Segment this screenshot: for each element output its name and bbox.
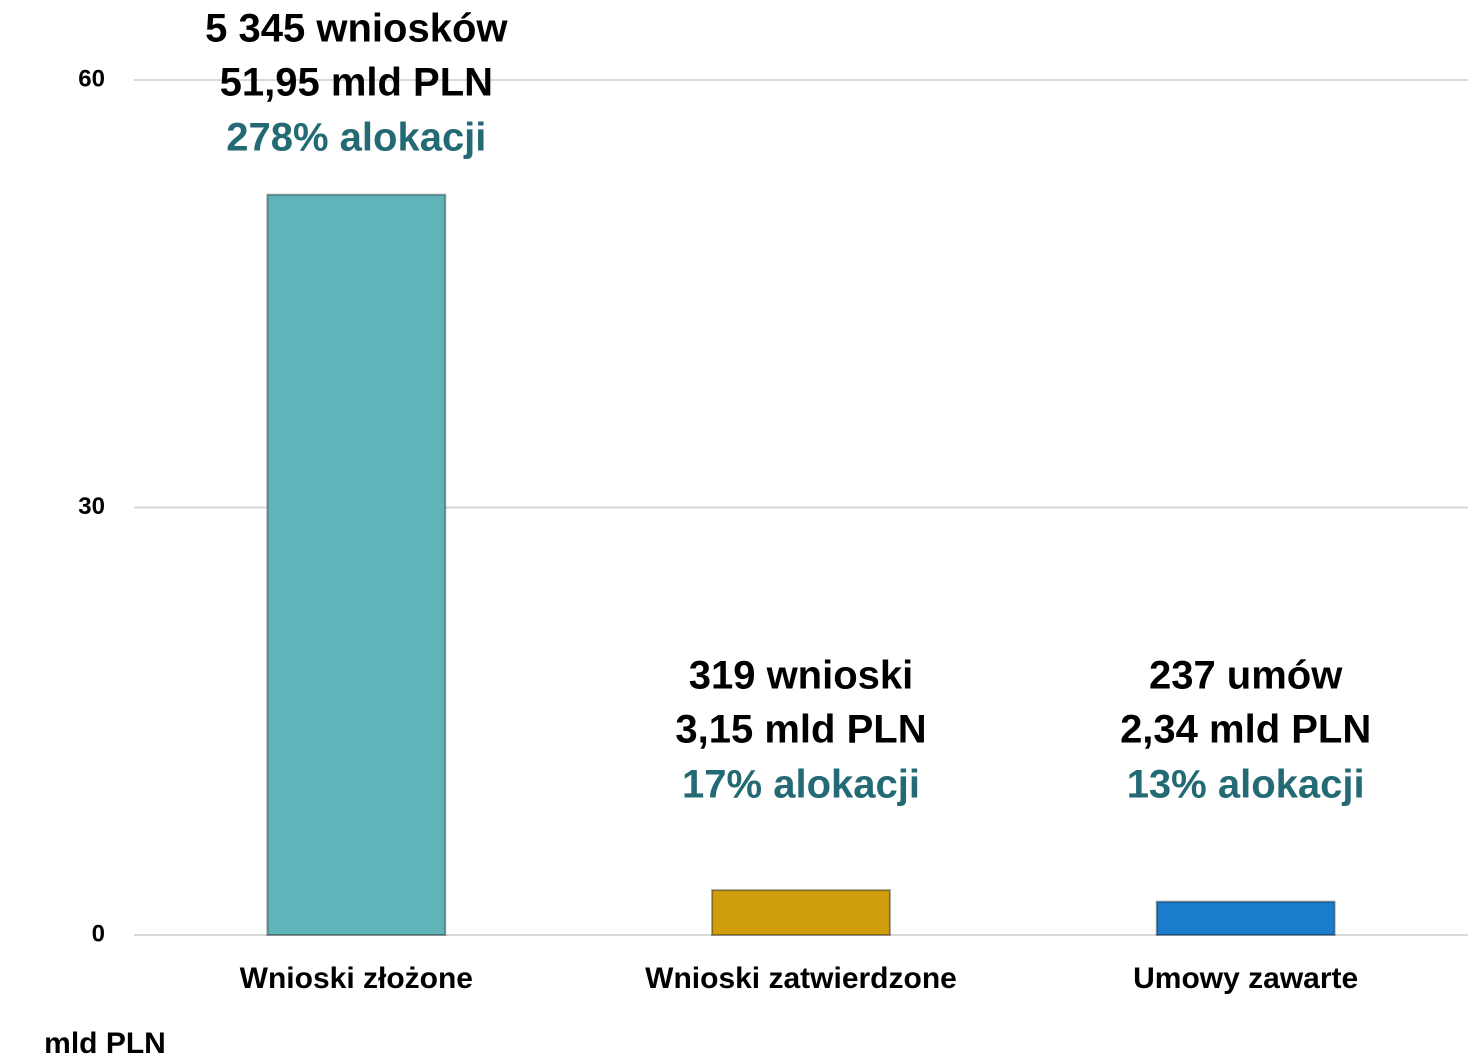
value-label: 51,95 mld PLN — [220, 60, 493, 104]
x-tick-label: Umowy zawarte — [1133, 962, 1358, 995]
allocation-label: 17% alokacji — [682, 763, 920, 807]
y-tick-label: 60 — [78, 65, 105, 92]
bar — [711, 889, 891, 936]
value-label: 3,15 mld PLN — [675, 708, 926, 752]
y-tick-label: 30 — [78, 493, 105, 520]
y-tick-label: 0 — [92, 920, 105, 947]
allocation-label: 278% alokacji — [226, 115, 486, 159]
y-axis-label: mld PLN — [44, 1027, 166, 1058]
value-label: 2,34 mld PLN — [1120, 708, 1371, 752]
x-tick-label: Wnioski zatwierdzone — [645, 962, 957, 995]
bar — [266, 193, 447, 936]
x-tick-label: Wnioski złożone — [240, 962, 473, 995]
bar — [1155, 900, 1336, 937]
count-label: 5 345 wniosków — [205, 6, 508, 50]
allocation-label: 13% alokacji — [1127, 763, 1365, 807]
count-label: 319 wnioski — [689, 654, 914, 698]
count-label: 237 umów — [1149, 654, 1343, 698]
